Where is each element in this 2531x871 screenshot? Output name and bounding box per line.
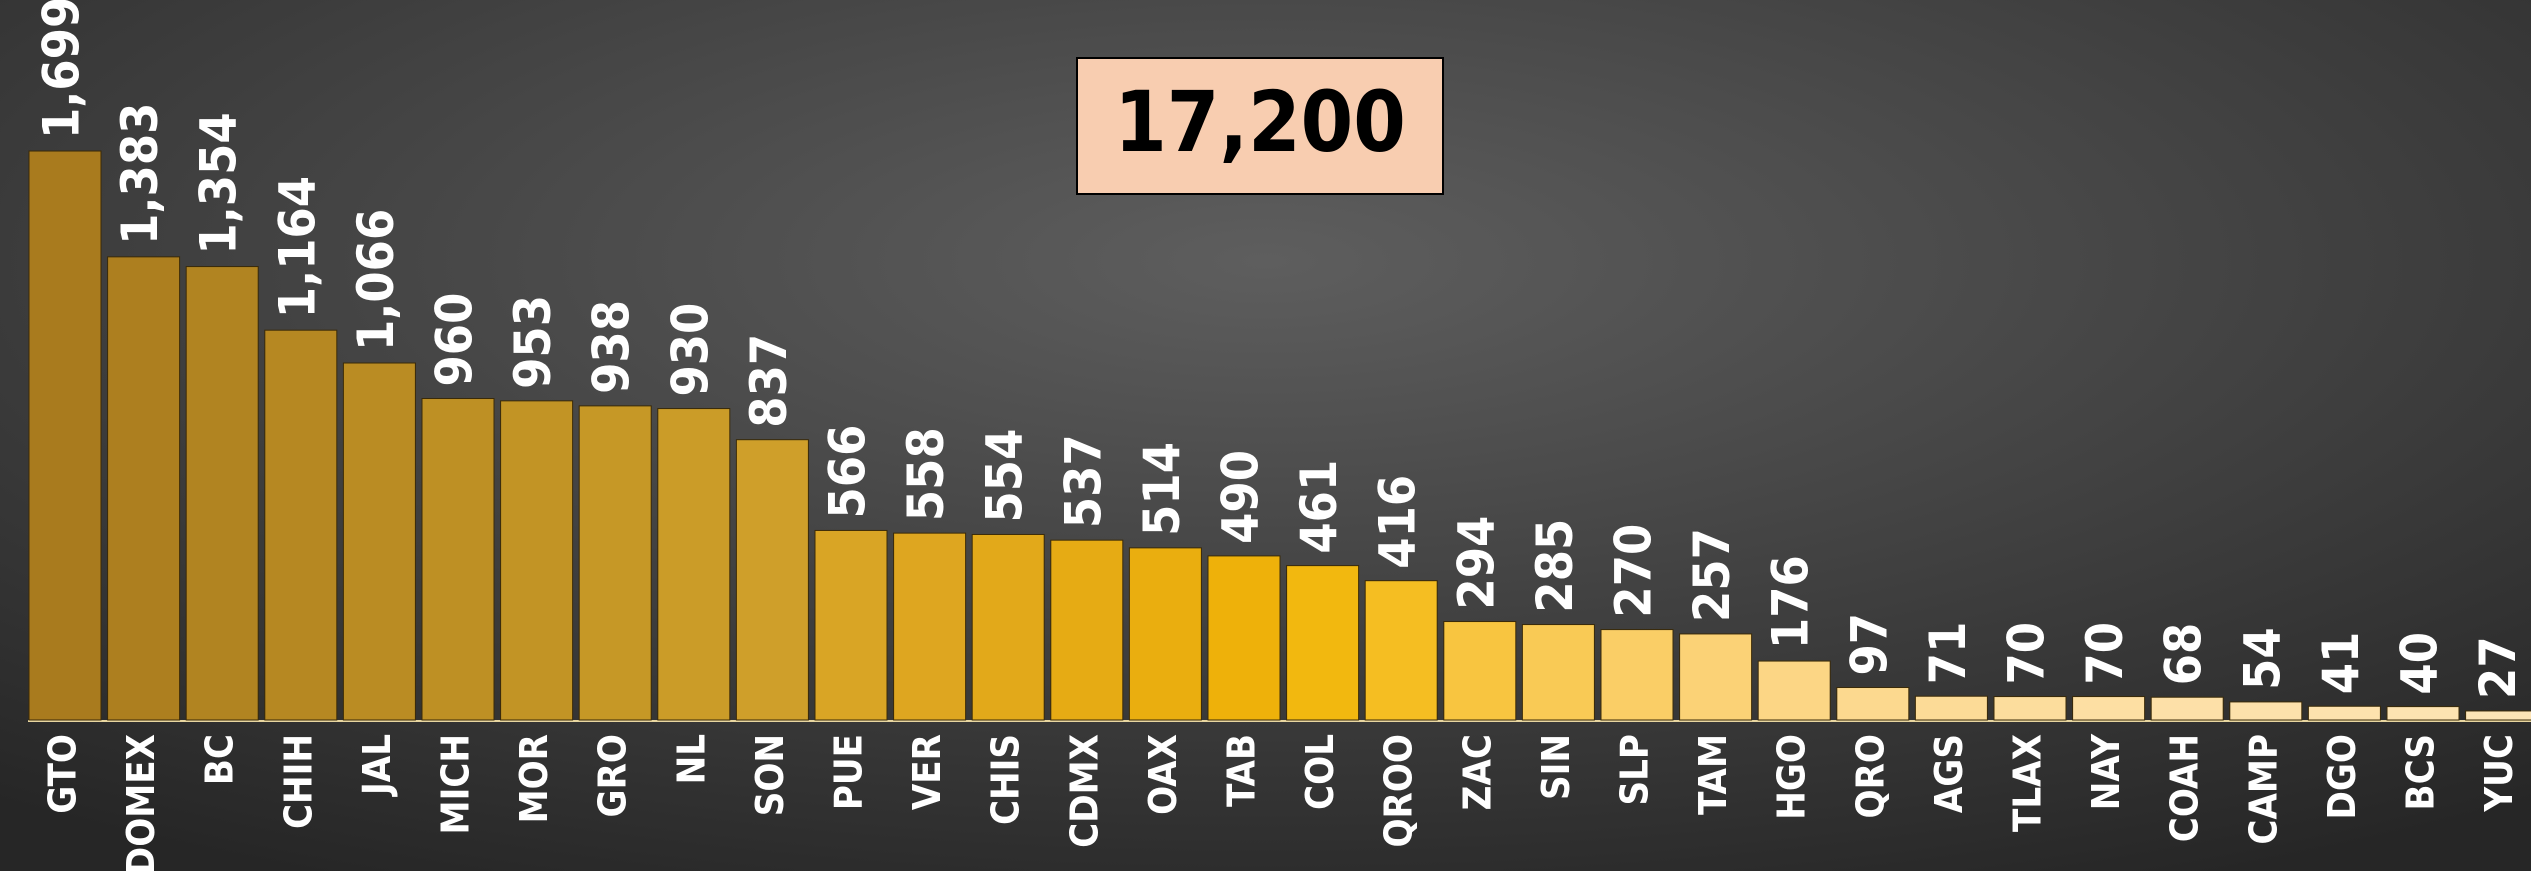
x-tick-label: SON [748,734,792,816]
value-label: 176 [1762,555,1820,649]
value-label: 566 [819,425,877,519]
x-tick-label: TAM [1691,734,1735,815]
x-tick-label: DGO [2320,734,2364,820]
bar [185,266,259,721]
x-tick-label: HGO [1770,734,1814,820]
x-tick-label: PUE [827,734,871,810]
value-label: 1,699 [33,0,91,139]
bar [2465,710,2531,721]
bar [1364,580,1438,721]
value-label: 97 [1840,613,1898,676]
x-tick-label: CHIS [984,734,1028,825]
value-label: 285 [1526,519,1584,613]
x-tick-label: MOR [512,734,556,823]
total-box [1076,57,1444,195]
bar [264,329,338,721]
x-tick-label: TAB [1220,734,1264,807]
bar [1993,696,2067,721]
bar [1836,687,1910,721]
value-label: 294 [1447,516,1505,610]
value-label: 490 [1212,450,1270,544]
bar [814,529,888,721]
bar [657,408,731,721]
x-tick-label: BCS [2399,734,2443,810]
value-label: 930 [661,303,719,397]
value-label: 70 [2076,622,2134,685]
bar [971,533,1045,721]
value-label: 416 [1369,475,1427,569]
x-tick-label: MICH [434,734,478,834]
x-tick-label: OAX [1141,734,1185,815]
x-tick-label: CAMP [2241,734,2285,845]
value-label: 960 [426,293,484,387]
bar [1679,633,1753,721]
bar [421,398,495,721]
bar [2072,696,2146,721]
value-label: 554 [976,429,1034,523]
value-label: 54 [2233,627,2291,690]
x-tick-label: NL [669,734,713,784]
bar [1050,539,1124,721]
bar [107,256,181,721]
value-label: 257 [1683,528,1741,622]
bar [1207,555,1281,721]
x-tick-label: QRO [1848,734,1892,818]
value-label: 558 [897,427,955,521]
value-label: 41 [2312,632,2370,695]
x-tick-label: SLP [1613,734,1657,805]
value-label: 270 [1605,524,1663,618]
total-label: 17,200 [1114,73,1406,171]
x-tick-label: VER [905,734,949,810]
value-label: 461 [1290,460,1348,554]
value-label: 68 [2155,623,2213,686]
x-tick-label: AGS [1927,734,1971,813]
bar [1128,547,1202,721]
bar [1286,565,1360,721]
x-tick-label: COL [1298,734,1342,810]
value-label: 537 [1054,434,1112,528]
bar [500,400,574,721]
bar [342,362,416,721]
x-tick-label: EDOMEX [119,734,163,871]
value-label: 837 [740,334,798,428]
value-label: 938 [583,300,641,394]
x-tick-label: NAY [2084,733,2128,810]
bar [1443,621,1517,721]
x-tick-label: BC [198,734,242,785]
value-label: 40 [2391,632,2449,695]
value-label: 1,383 [111,103,169,245]
x-tick-label: YUC [2477,734,2521,813]
bar [1521,624,1595,721]
x-tick-label: TLAX [2006,734,2050,832]
x-tick-label: SIN [1534,734,1578,800]
bar [893,532,967,721]
value-label: 70 [1998,622,2056,685]
bar [1757,660,1831,721]
bar [735,439,809,721]
bar [1600,629,1674,721]
x-tick-label: COAH [2163,734,2207,842]
value-label: 27 [2469,636,2527,699]
value-label: 1,354 [190,112,248,254]
x-tick-label: CDMX [1062,734,1106,848]
value-label: 1,066 [347,209,405,351]
bar [28,150,102,721]
x-tick-label: GRO [591,734,635,817]
x-tick-label: GTO [41,734,85,814]
bar [578,405,652,721]
value-label: 71 [1919,622,1977,685]
value-label: 953 [504,295,562,389]
bar [2229,701,2303,721]
x-tick-label: ZAC [1455,734,1499,810]
x-tick-label: CHIH [276,734,320,829]
value-label: 1,164 [268,176,326,318]
value-label: 514 [1133,442,1191,536]
x-tick-label: JAL [355,734,399,797]
bar [2150,696,2224,721]
bar [1914,695,1988,721]
x-tick-label: QROO [1377,734,1421,848]
bar [2386,706,2460,721]
bar [2307,705,2381,721]
